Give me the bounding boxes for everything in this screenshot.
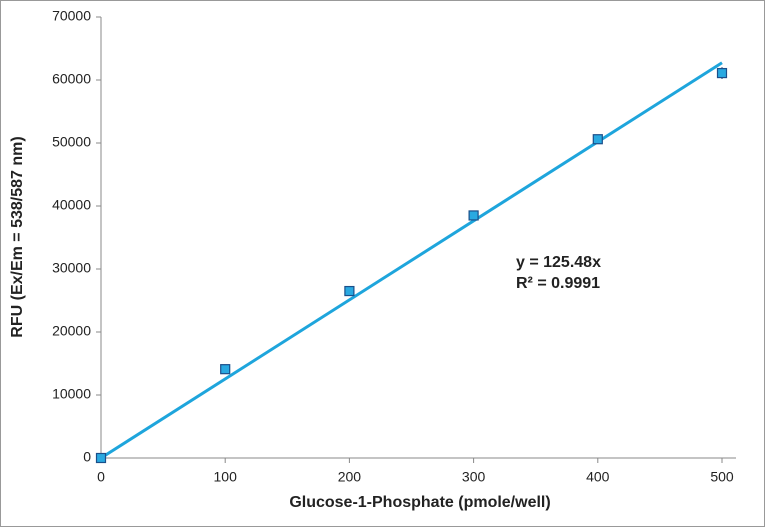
data-point <box>95 452 107 464</box>
data-point <box>344 285 355 297</box>
y-tick-label: 60000 <box>52 71 91 87</box>
x-tick-label: 500 <box>710 469 734 485</box>
x-tick-label: 100 <box>214 469 238 485</box>
trendline <box>100 61 723 460</box>
x-axis-label: Glucose-1-Phosphate (pmole/well) <box>289 494 550 511</box>
x-tick-label: 400 <box>586 469 610 485</box>
y-tick-label: 70000 <box>52 8 91 24</box>
y-tick-label: 50000 <box>52 134 91 150</box>
x-tick-label: 300 <box>462 469 486 485</box>
x-tick-label: 0 <box>97 469 105 485</box>
data-point <box>220 364 231 375</box>
data-point <box>468 210 479 221</box>
data-point <box>592 134 603 145</box>
y-tick-label: 30000 <box>52 260 91 276</box>
data-point <box>716 67 728 79</box>
trend-equation: y = 125.48x <box>516 254 601 271</box>
y-axis-label: RFU (Ex/Em = 538/587 nm) <box>9 136 26 337</box>
y-tick-label: 20000 <box>52 323 91 339</box>
x-tick-label: 200 <box>338 469 362 485</box>
trend-r2: R² = 0.9991 <box>516 275 600 292</box>
y-tick-label: 0 <box>83 449 91 465</box>
y-tick-label: 10000 <box>52 386 91 402</box>
y-tick-label: 40000 <box>52 197 91 213</box>
